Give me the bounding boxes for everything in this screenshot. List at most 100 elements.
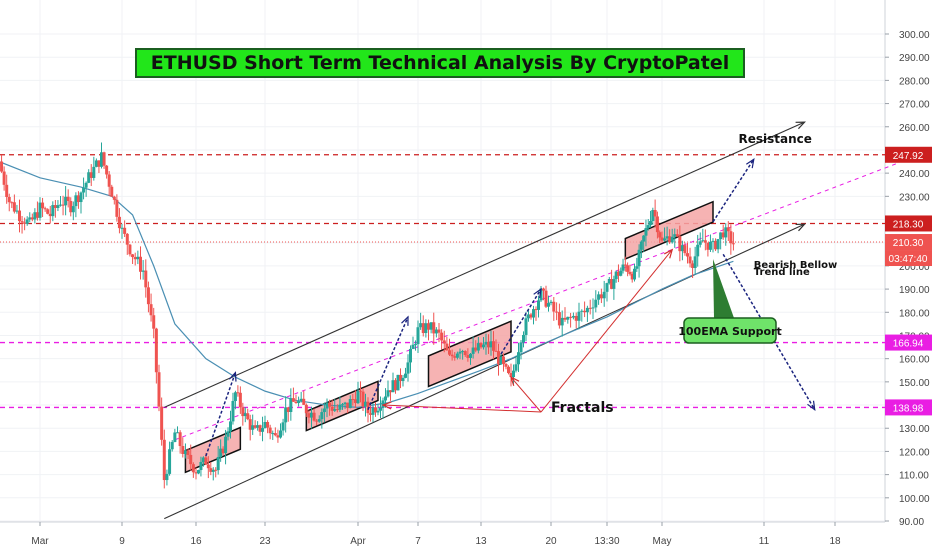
candle-body [2, 171, 6, 185]
candle-body [10, 202, 14, 204]
candle-body [341, 404, 344, 406]
candle-body [53, 205, 57, 208]
candle-body [463, 351, 467, 356]
candle-body [43, 208, 47, 210]
price-tag [885, 334, 932, 351]
candle-body [276, 435, 280, 438]
candle-body [64, 196, 68, 206]
candle-body [502, 356, 505, 364]
candle-body [644, 228, 648, 236]
projection-arrowhead [746, 157, 755, 169]
candle-body [178, 432, 182, 447]
candle-body [79, 192, 83, 203]
channel-lower-arrowhead [795, 223, 806, 232]
candle-body [394, 380, 397, 391]
y-tick-label: 290.00 [899, 53, 930, 64]
fractal-pointer-arrowhead [509, 376, 520, 386]
candle-body [698, 241, 702, 245]
candle-body [458, 351, 462, 354]
candle-body [224, 436, 228, 454]
candle-body [401, 377, 405, 382]
candle-body [23, 222, 27, 224]
price-tag-label: 210.30 [893, 238, 924, 249]
candle-body [28, 217, 32, 220]
candle-body [325, 402, 329, 409]
candle-body [266, 422, 270, 428]
candle-body [152, 315, 156, 329]
candle-body [196, 470, 200, 474]
candle-body [258, 425, 262, 432]
candle-body [330, 406, 334, 411]
candle-body [504, 363, 508, 367]
candle-body [209, 468, 213, 472]
candle-body [76, 195, 80, 203]
ema-support-box [683, 317, 777, 344]
candle-body [141, 270, 145, 272]
candle-body [731, 243, 735, 245]
candle-body [281, 422, 285, 431]
candle-body [639, 241, 643, 250]
x-tick-label: 13 [475, 536, 487, 547]
candle-body [351, 399, 355, 401]
candle-body [455, 353, 459, 358]
y-tick-label: 200.00 [899, 262, 930, 273]
candle-body [346, 402, 350, 409]
candle-body [670, 236, 674, 243]
candle-body [424, 323, 428, 334]
candle-body [474, 347, 478, 351]
y-tick-label: 150.00 [899, 378, 930, 389]
candle-body [489, 341, 493, 348]
price-tag [885, 234, 932, 251]
candle-body [626, 265, 630, 272]
channel-upper-arrowhead [795, 121, 806, 130]
candle-body [691, 263, 695, 268]
candle-body [509, 373, 513, 378]
y-tick-label: 230.00 [899, 192, 930, 203]
candle-body [721, 232, 725, 238]
candle-body [115, 199, 119, 217]
candle-body [391, 380, 395, 393]
candle-body [724, 227, 728, 238]
candle-body [651, 210, 655, 222]
candle-body [708, 241, 712, 250]
candle-body [635, 266, 639, 269]
x-tick-label: 23 [259, 536, 271, 547]
candle-body [154, 328, 158, 373]
candle-body [356, 390, 360, 404]
price-tag [885, 215, 932, 232]
candle-body [623, 264, 627, 266]
candle-body [248, 419, 252, 430]
candle-body [376, 410, 380, 413]
candle-body [59, 204, 62, 206]
candle-body [706, 242, 710, 250]
candle-body [246, 413, 250, 420]
candle-body [696, 244, 700, 257]
candle-body [0, 161, 4, 172]
x-tick-label: May [653, 536, 672, 547]
candle-body [416, 327, 420, 345]
candle-body [279, 430, 282, 438]
candle-body [284, 407, 288, 423]
candle-body [591, 307, 595, 309]
candle-body [204, 457, 208, 465]
candle-body [619, 270, 623, 276]
candle-body [602, 291, 606, 299]
y-tick-label: 270.00 [899, 100, 930, 111]
candle-body [450, 354, 454, 357]
candle-body [607, 279, 611, 284]
candle-body [315, 420, 319, 422]
candle-body [642, 235, 646, 242]
candle-body [74, 195, 78, 207]
candle-body [312, 412, 316, 421]
candle-body [514, 364, 518, 371]
candle-body [673, 234, 677, 237]
y-tick-label: 260.00 [899, 123, 930, 134]
candle-body [471, 347, 475, 354]
candle-body [51, 205, 55, 217]
candle-body [5, 184, 9, 197]
candle-body [583, 310, 587, 313]
candle-body [442, 340, 446, 344]
candle-body [146, 287, 150, 305]
candle-body [711, 240, 715, 242]
candle-body [261, 428, 265, 432]
